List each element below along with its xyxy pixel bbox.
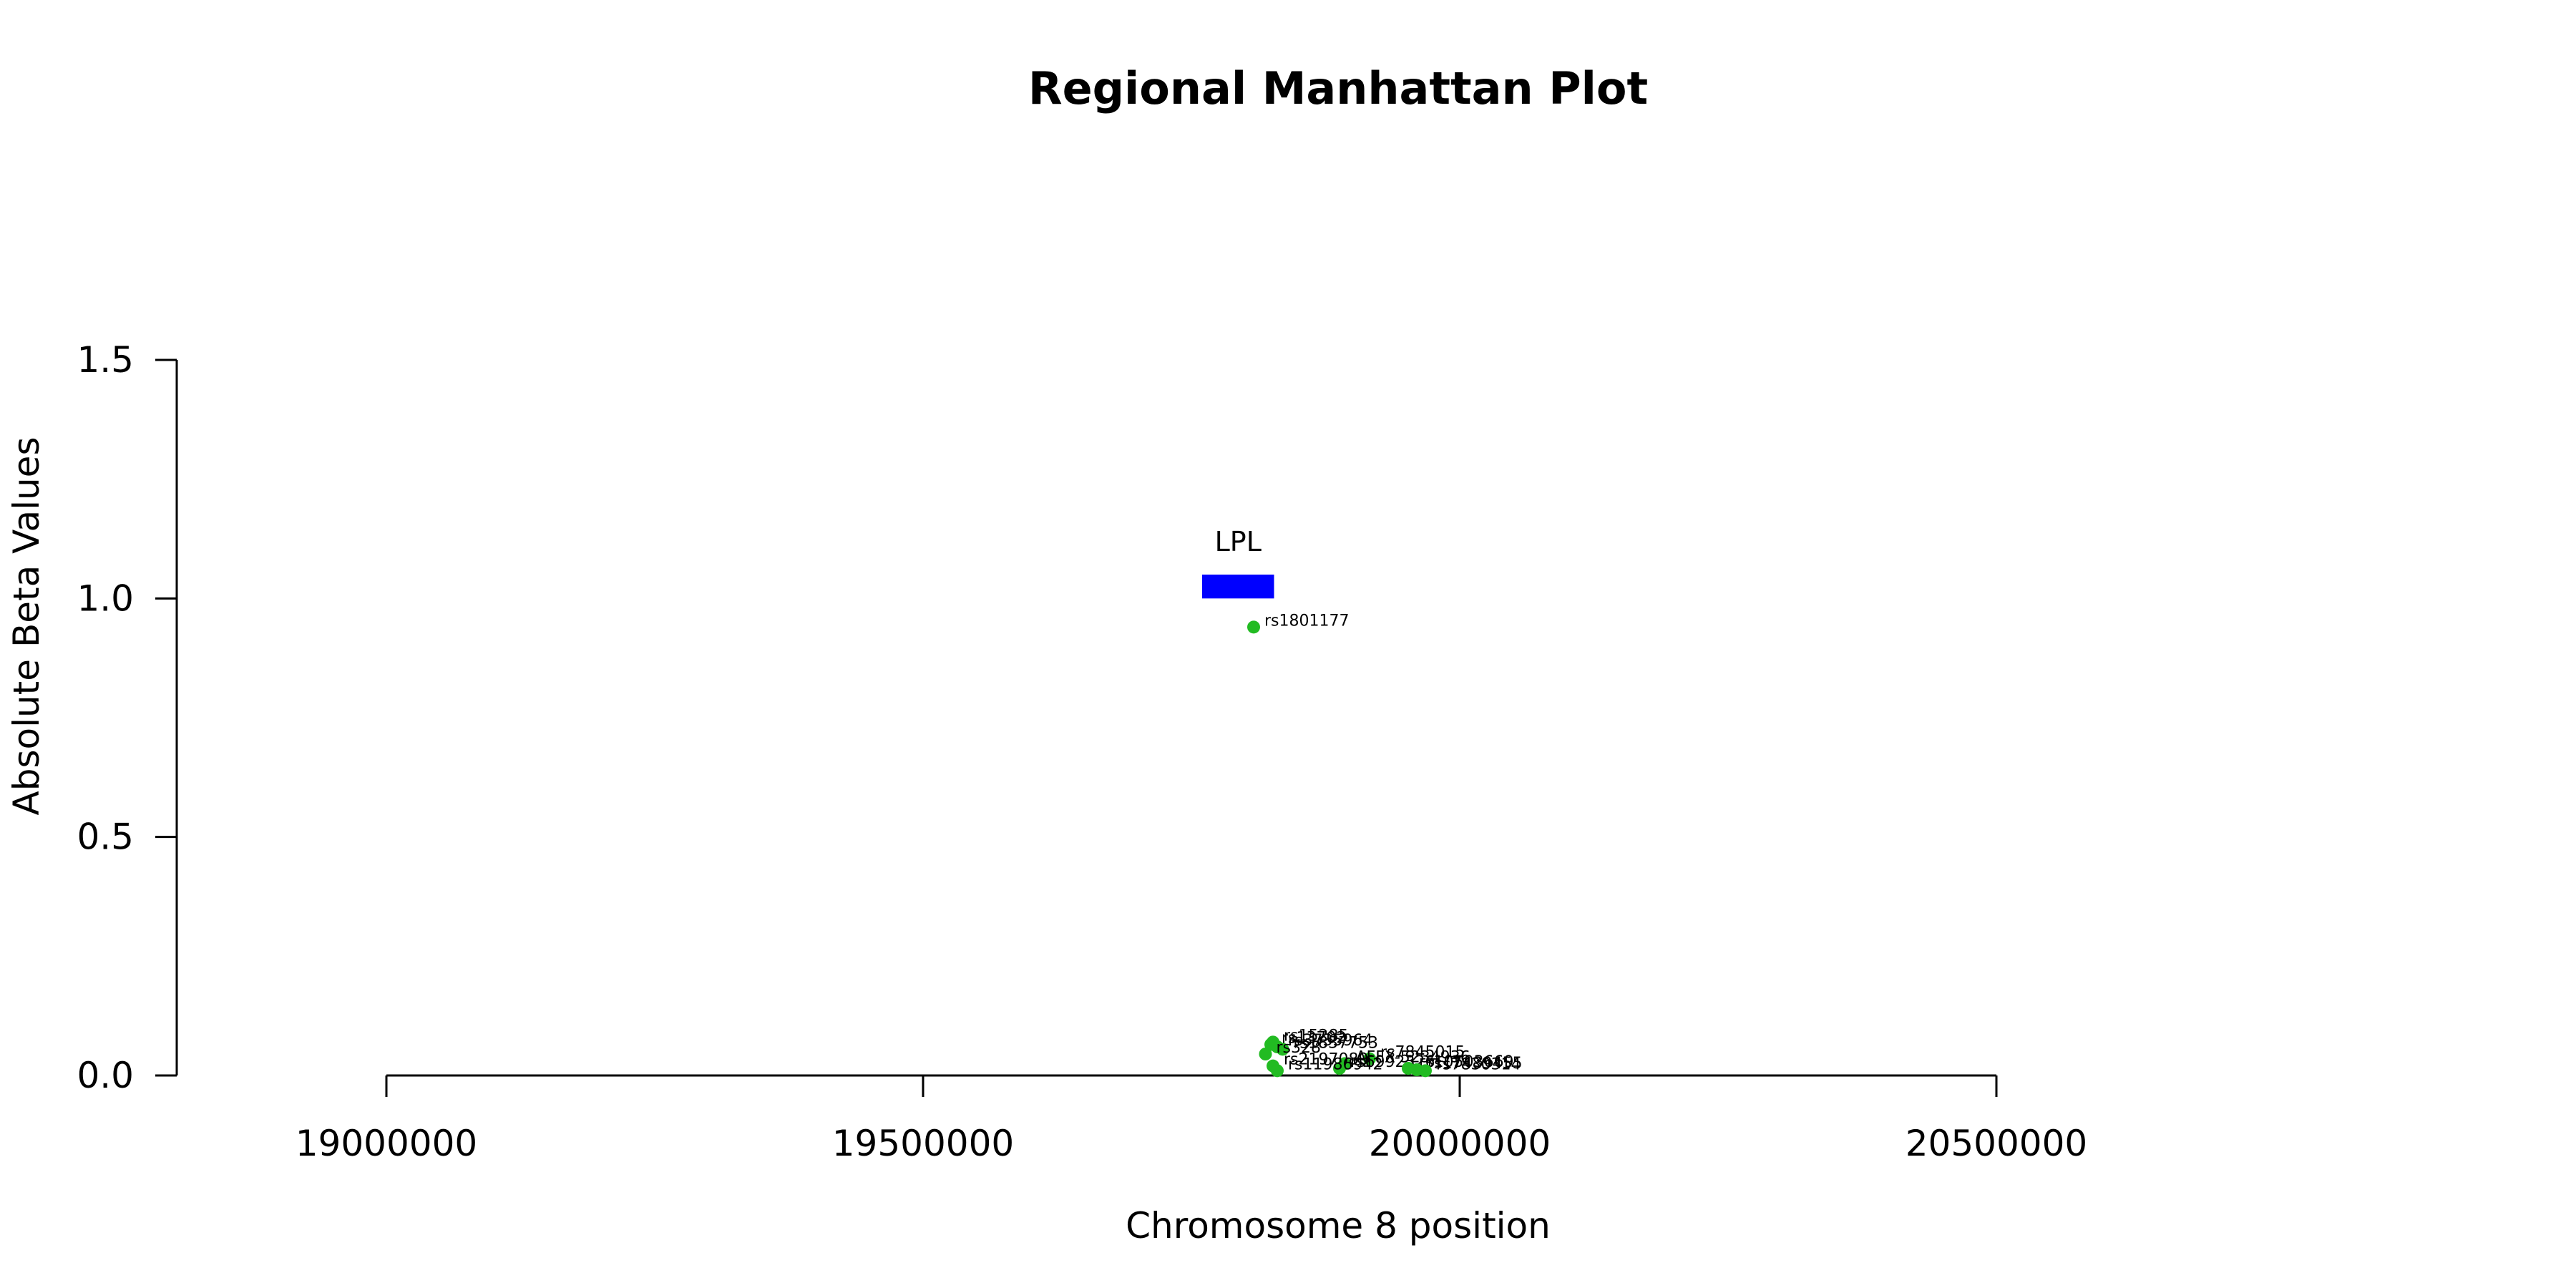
data-point [1259, 1048, 1272, 1060]
x-tick-label: 19000000 [296, 1123, 478, 1164]
gene-label: LPL [1215, 526, 1262, 557]
x-tick-label: 19500000 [832, 1123, 1015, 1164]
point-label: rs11986942 [1288, 1055, 1382, 1073]
point-label: rs1801177 [1264, 612, 1350, 630]
x-axis: 19000000 19500000 20000000 20500000 [296, 1074, 2088, 1164]
gene-track: LPL [1202, 526, 1274, 599]
point-label: rs13702 [1282, 1030, 1347, 1048]
data-point [1419, 1064, 1432, 1078]
data-point [1333, 1062, 1346, 1075]
x-tick-label: 20000000 [1369, 1123, 1551, 1164]
point-label: rs10503669 [1419, 1053, 1513, 1071]
point-label: rs328 [1277, 1039, 1322, 1057]
point-label: rs1837753 [1294, 1034, 1379, 1052]
point-label: AFFX-5234936 [1356, 1048, 1470, 1066]
point-label: rs15285 [1284, 1027, 1349, 1045]
x-axis-label: Chromosome 8 position [1126, 1205, 1551, 1246]
data-point [1363, 1052, 1376, 1065]
y-axis: 0.0 0.5 1.0 1.5 [77, 339, 178, 1096]
y-tick-label: 0.5 [77, 816, 134, 858]
chart-title: Regional Manhattan Plot [1028, 62, 1648, 114]
point-label: rs3735964 [1288, 1032, 1373, 1050]
point-label: rs7845015 [1380, 1044, 1465, 1062]
gene-rect [1202, 575, 1274, 599]
x-tick-label: 20500000 [1906, 1123, 2088, 1164]
data-points: rs1801177 rs15285rs13702rs3735964rs183775… [1247, 612, 1522, 1078]
point-label: rs17489455 [1428, 1055, 1522, 1073]
data-point [1276, 1043, 1289, 1056]
point-label: rs7830314 [1436, 1055, 1521, 1073]
y-axis-label: Absolute Beta Values [6, 437, 47, 816]
y-tick-label: 1.0 [77, 577, 134, 619]
y-tick-label: 0.0 [77, 1055, 134, 1096]
point-label: rs2197089 [1284, 1051, 1369, 1069]
data-point [1247, 620, 1260, 634]
data-point [1271, 1064, 1284, 1078]
y-tick-label: 1.5 [77, 339, 134, 381]
